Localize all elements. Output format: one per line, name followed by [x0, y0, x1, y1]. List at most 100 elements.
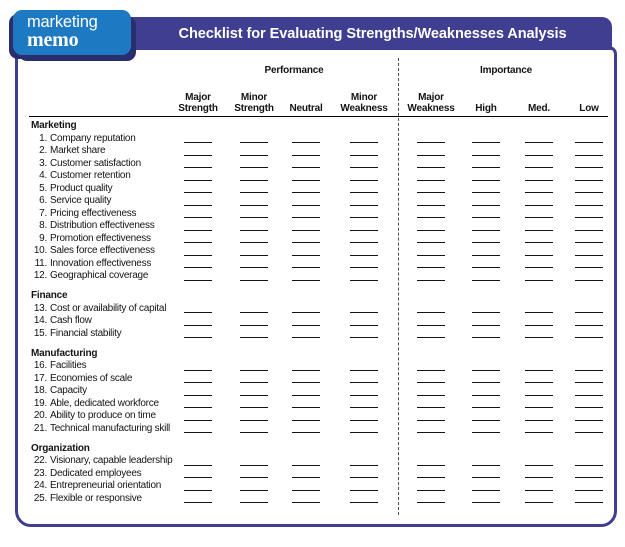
fill-in-blank [525, 477, 553, 478]
column-header-line2: High [475, 102, 497, 114]
fill-in-blank [350, 154, 378, 156]
rating-cell [282, 257, 330, 270]
fill-in-blank [575, 279, 603, 281]
fill-in-blank [575, 312, 603, 313]
fill-in-blank [350, 502, 378, 503]
fill-in-blank [292, 419, 320, 421]
rating-cell [282, 145, 330, 158]
fill-in-blank [417, 179, 445, 181]
rating-cell [226, 257, 282, 270]
row-number: 10. [33, 245, 47, 257]
section-title: Organization [31, 442, 90, 454]
rating-cell [464, 220, 508, 233]
fill-in-blank [575, 382, 603, 383]
rating-cell [170, 157, 226, 170]
fill-in-blank [350, 464, 378, 466]
fill-in-blank [417, 267, 445, 268]
rating-cell [508, 327, 570, 340]
rating-cell [570, 467, 608, 480]
row-label-cell: 14. Cash flow [29, 315, 170, 328]
rating-cell [570, 195, 608, 208]
fill-in-blank [240, 477, 268, 478]
rating-cell [398, 410, 464, 423]
row-label-cell: 16. Facilities [29, 360, 170, 373]
fill-in-blank [575, 267, 603, 268]
row-label: Promotion effectiveness [50, 232, 151, 244]
rating-cell [226, 270, 282, 283]
rating-cell [170, 480, 226, 493]
fill-in-blank [184, 154, 212, 156]
rating-cell [508, 302, 570, 315]
fill-in-blank [417, 192, 445, 193]
fill-in-blank [525, 267, 553, 268]
fill-in-blank [350, 242, 378, 243]
rating-cell [226, 467, 282, 480]
fill-in-blank [417, 419, 445, 421]
rating-cell [330, 410, 398, 423]
rating-cell [570, 372, 608, 385]
rating-cell [398, 372, 464, 385]
fill-in-blank [292, 477, 320, 478]
fill-in-blank [184, 419, 212, 421]
row-number: 9. [39, 232, 47, 244]
rating-cell [398, 397, 464, 410]
rating-cell [398, 327, 464, 340]
rating-cell [282, 410, 330, 423]
rating-cell [398, 360, 464, 373]
rating-cell [508, 132, 570, 145]
row-label: Distribution effectiveness [50, 220, 155, 232]
rating-cell [398, 232, 464, 245]
rating-cell [508, 232, 570, 245]
rating-cell [398, 467, 464, 480]
fill-in-blank [240, 502, 268, 503]
group-header-importance: Importance [480, 65, 532, 76]
row-label-cell: 23. Dedicated employees [29, 467, 170, 480]
fill-in-blank [575, 464, 603, 466]
rating-cell [570, 302, 608, 315]
rating-cell [330, 232, 398, 245]
rating-cell [226, 220, 282, 233]
fill-in-blank [417, 204, 445, 206]
checklist-row: 4. Customer retention [29, 170, 608, 183]
fill-in-blank [472, 267, 500, 268]
checklist-row: 7. Pricing effectiveness [29, 207, 608, 220]
fill-in-blank [292, 179, 320, 181]
rating-cell [464, 327, 508, 340]
fill-in-blank [575, 337, 603, 338]
row-label-cell: 22. Visionary, capable leadership [29, 455, 173, 468]
rating-cell [464, 455, 508, 468]
row-label-cell: 21. Technical manufacturing skill [29, 422, 170, 435]
fill-in-blank [350, 267, 378, 268]
section-title: Manufacturing [31, 347, 98, 359]
fill-in-blank [350, 419, 378, 421]
rating-cell [398, 132, 464, 145]
rating-cell [570, 145, 608, 158]
fill-in-blank [472, 464, 500, 466]
checklist-row: 10. Sales force effectiveness [29, 245, 608, 258]
fill-in-blank [292, 254, 320, 256]
fill-in-blank [472, 477, 500, 478]
fill-in-blank [292, 142, 320, 143]
rating-cell [330, 195, 398, 208]
fill-in-blank [350, 142, 378, 143]
checklist-row: 14. Cash flow [29, 315, 608, 328]
fill-in-blank [184, 394, 212, 396]
checklist-body: Marketing 1. Company reputation 2. Market sh… [29, 119, 608, 505]
checklist-row: 20. Ability to produce on time [29, 410, 608, 423]
rating-cell [464, 397, 508, 410]
row-number: 24. [33, 480, 47, 492]
column-header-row: Major Strength Minor Strength Neutral Minor We… [29, 92, 608, 114]
fill-in-blank [292, 337, 320, 338]
rating-cell [170, 467, 226, 480]
row-label-cell: 5. Product quality [29, 182, 170, 195]
fill-in-blank [292, 167, 320, 168]
column-header-line1: Minor [240, 92, 268, 103]
fill-in-blank [292, 279, 320, 281]
fill-in-blank [184, 312, 212, 313]
column-header-line2: Neutral [289, 102, 323, 114]
checklist-row: 16. Facilities [29, 360, 608, 373]
row-number: 4. [39, 170, 47, 182]
row-label-cell: 4. Customer retention [29, 170, 170, 183]
section: Marketing 1. Company reputation 2. Market sh… [29, 119, 608, 282]
rating-cell [508, 360, 570, 373]
